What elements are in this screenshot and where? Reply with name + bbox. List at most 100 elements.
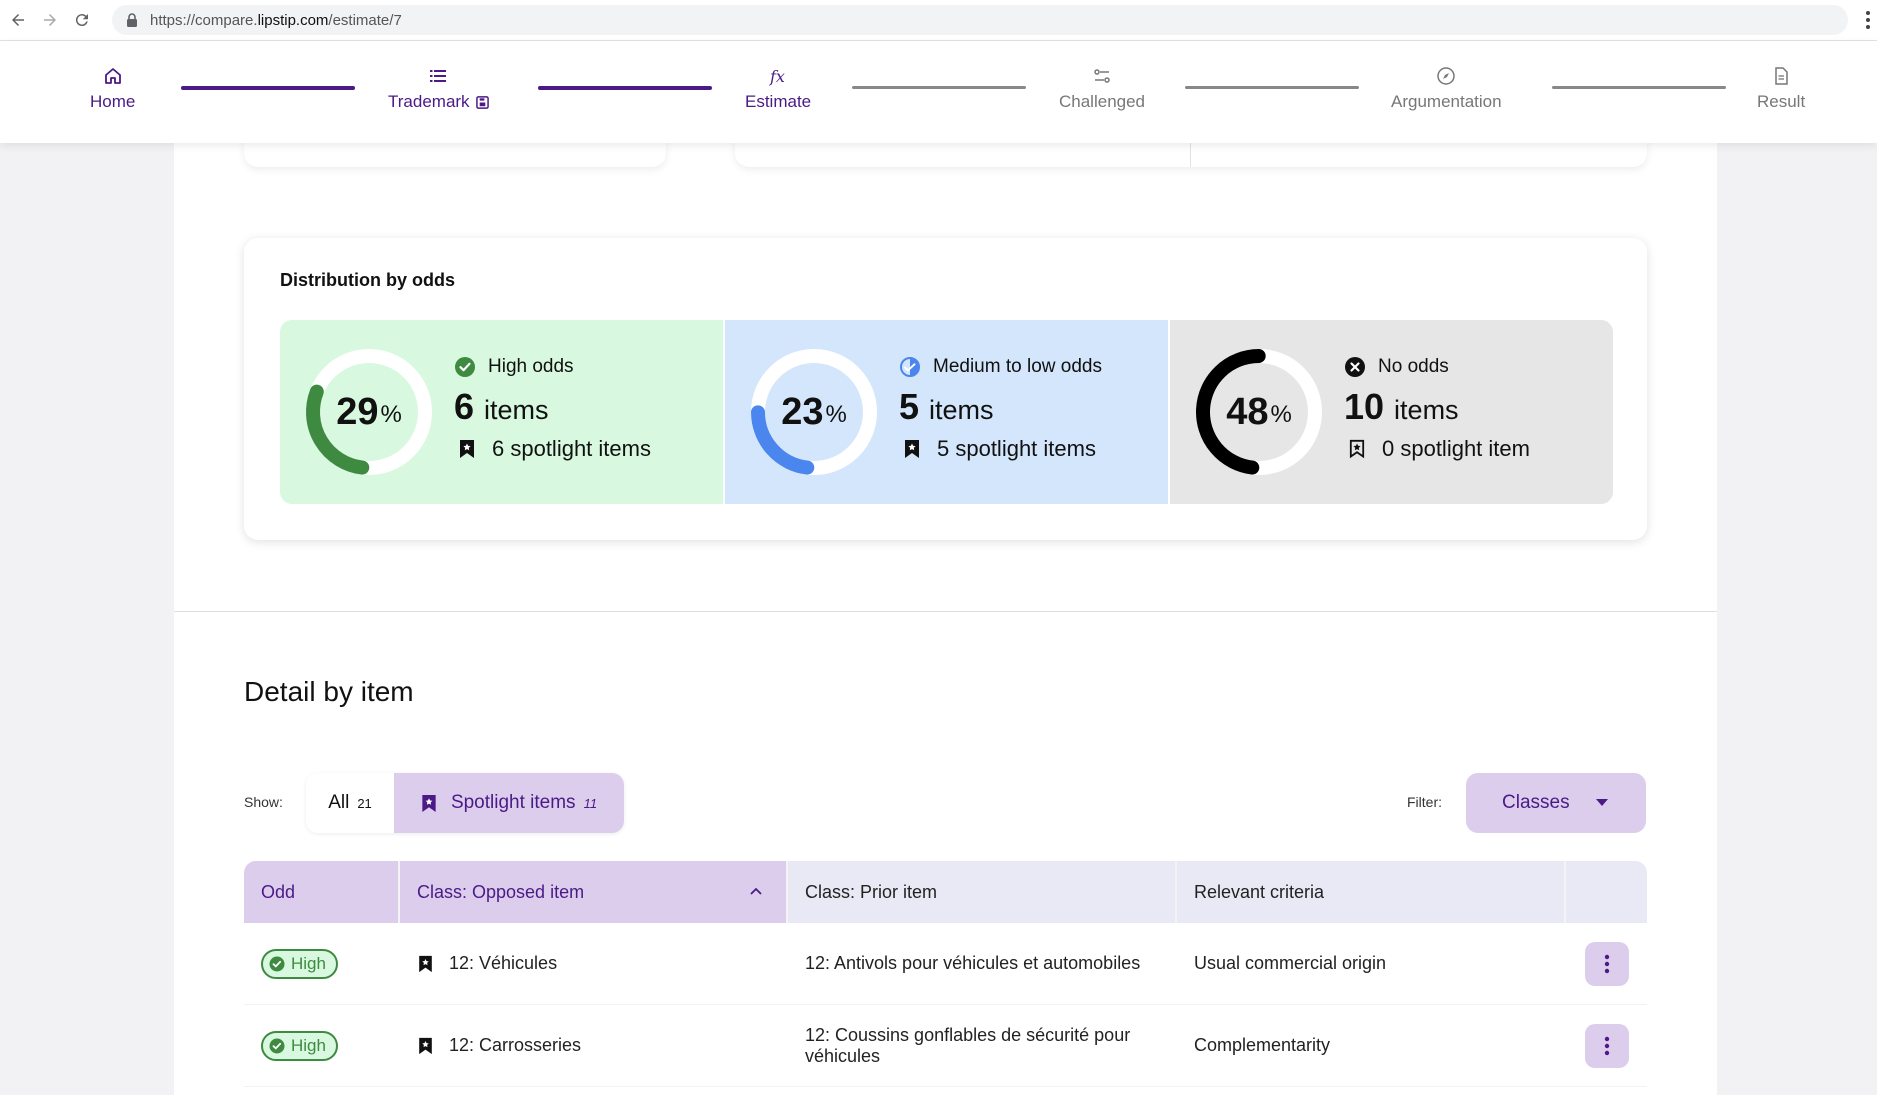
progress-stepper: Home Trademark fx Estimate Challenged Ar… [0,41,1877,143]
percent-value: 48 [1226,390,1269,433]
donut-label: 29% [304,347,434,477]
show-label: Show: [244,794,283,810]
percent-value: 29 [336,390,379,433]
donut-arc [751,405,815,475]
compass-icon [1437,67,1456,85]
document-icon [1775,67,1788,85]
distribution-card: Distribution by odds 29% High odds 6 ite… [244,238,1647,540]
reload-icon[interactable] [68,6,96,34]
donut-chart-none [1196,349,1322,475]
main-content: Distribution by odds 29% High odds 6 ite… [174,133,1717,1095]
bookmark-filled-icon [419,1037,432,1054]
caret-down-icon [1596,799,1608,806]
distribution-title: Distribution by odds [280,270,455,290]
more-vertical-icon [1604,1036,1610,1055]
browser-menu-icon[interactable] [1863,9,1873,31]
item-unit: items [1394,395,1459,425]
save-icon [475,95,489,109]
odds-info: No odds 10 items 0 spotlight item [1344,356,1530,462]
step-label: Challenged [1059,92,1146,111]
home-icon [104,68,121,84]
step-argumentation[interactable]: Argumentation [1391,66,1502,112]
sliders-icon [1094,69,1110,83]
bookmark-filled-icon [419,955,432,972]
odd-label: High [291,953,326,973]
show-spotlight-label: Spotlight items [450,792,576,813]
section-divider [174,611,1717,612]
column-header-opposed[interactable]: Class: Opposed item [400,861,786,923]
step-trademark[interactable]: Trademark [388,66,489,112]
bookmark-filled-icon [422,794,436,812]
check-circle-icon [269,1038,285,1053]
column-header-actions [1566,861,1647,923]
step-connector [538,86,712,90]
table-row[interactable]: High 12: Véhicules 12: Antivols pour véh… [244,923,1647,1005]
step-estimate[interactable]: fx Estimate [745,66,811,112]
odds-panel-medium: 23% Medium to low odds 5 items 5 spotlig… [725,320,1168,504]
spotlight-count: 6 spotlight items [492,436,651,461]
svg-text:fx: fx [769,67,785,86]
odds-panel-none: 48% No odds 10 items 0 spotlight item [1170,320,1613,504]
table-header: Odd Class: Opposed item Class: Prior ite… [244,861,1647,923]
back-arrow-icon[interactable] [4,6,32,34]
odds-label: No odds [1378,356,1449,377]
url-prefix: https://compare. [150,11,258,29]
step-challenged[interactable]: Challenged [1059,66,1145,112]
prior-cell: 12: Antivols pour véhicules et automobil… [805,953,1141,973]
show-spotlight-button[interactable]: Spotlight items 11 [394,773,624,833]
percent-sign: % [825,401,847,428]
show-spotlight-count: 11 [583,795,598,811]
forward-arrow-icon[interactable] [36,6,64,34]
opposed-cell: 12: Carrosseries [418,1035,581,1056]
odd-badge: High [261,948,338,979]
column-header-odd[interactable]: Odd [244,861,398,923]
show-all-button[interactable]: All 21 [306,773,394,833]
spotlight-count: 5 spotlight items [937,436,1096,461]
item-count: 6 [454,386,475,427]
opposed-value: 12: Carrosseries [449,1035,582,1055]
list-icon [430,70,447,82]
classes-filter-dropdown[interactable]: Classes [1466,773,1646,833]
sort-up-icon[interactable] [750,887,762,895]
column-header-prior[interactable]: Class: Prior item [788,861,1175,923]
step-result[interactable]: Result [1757,66,1805,112]
show-toggle: All 21 Spotlight items 11 [306,773,624,833]
spotlight-count: 0 spotlight item [1382,436,1530,461]
odds-info: High odds 6 items 6 spotlight items [454,356,651,462]
column-label: Class: Opposed item [417,881,585,902]
bookmark-filled-icon [460,440,474,458]
odds-label: High odds [488,356,574,377]
show-all-label: All [328,792,350,813]
more-vertical-icon [1604,954,1610,973]
show-all-count: 21 [357,795,372,811]
table-row[interactable]: High 12: Carrosseries 12: Coussins gonfl… [244,1005,1647,1087]
card-divider [1190,133,1191,167]
step-label: Argumentation [1391,92,1502,111]
address-bar[interactable]: https://compare. lipstip.com/estimate/7 [112,5,1848,35]
x-circle-icon [1345,357,1365,377]
row-menu-button[interactable] [1585,1023,1629,1068]
column-header-criteria[interactable]: Relevant criteria [1177,861,1564,923]
criteria-cell: Usual commercial origin [1194,953,1387,973]
browser-toolbar: https://compare. lipstip.com/estimate/7 [0,0,1877,41]
column-label: Odd [261,881,296,902]
step-connector [1552,86,1726,89]
step-home[interactable]: Home [90,66,135,112]
step-label: Home [90,92,136,111]
percent-sign: % [1270,401,1292,428]
odds-info: Medium to low odds 5 items 5 spotlight i… [899,356,1102,462]
odds-panel-high: 29% High odds 6 items 6 spotlight items [280,320,723,504]
donut-chart-high [306,349,432,475]
step-label: Estimate [745,92,812,111]
row-menu-button[interactable] [1585,941,1629,986]
items-table: Odd Class: Opposed item Class: Prior ite… [244,861,1647,1087]
percent-sign: % [380,401,402,428]
item-count: 10 [1344,386,1385,427]
item-count: 5 [899,386,920,427]
bookmark-outline-icon [1349,439,1365,459]
donut-chart-medium [751,349,877,475]
half-check-circle-icon [900,357,920,377]
detail-title: Detail by item [244,676,414,707]
step-label: Trademark [388,92,470,111]
function-icon: fx [769,67,785,86]
